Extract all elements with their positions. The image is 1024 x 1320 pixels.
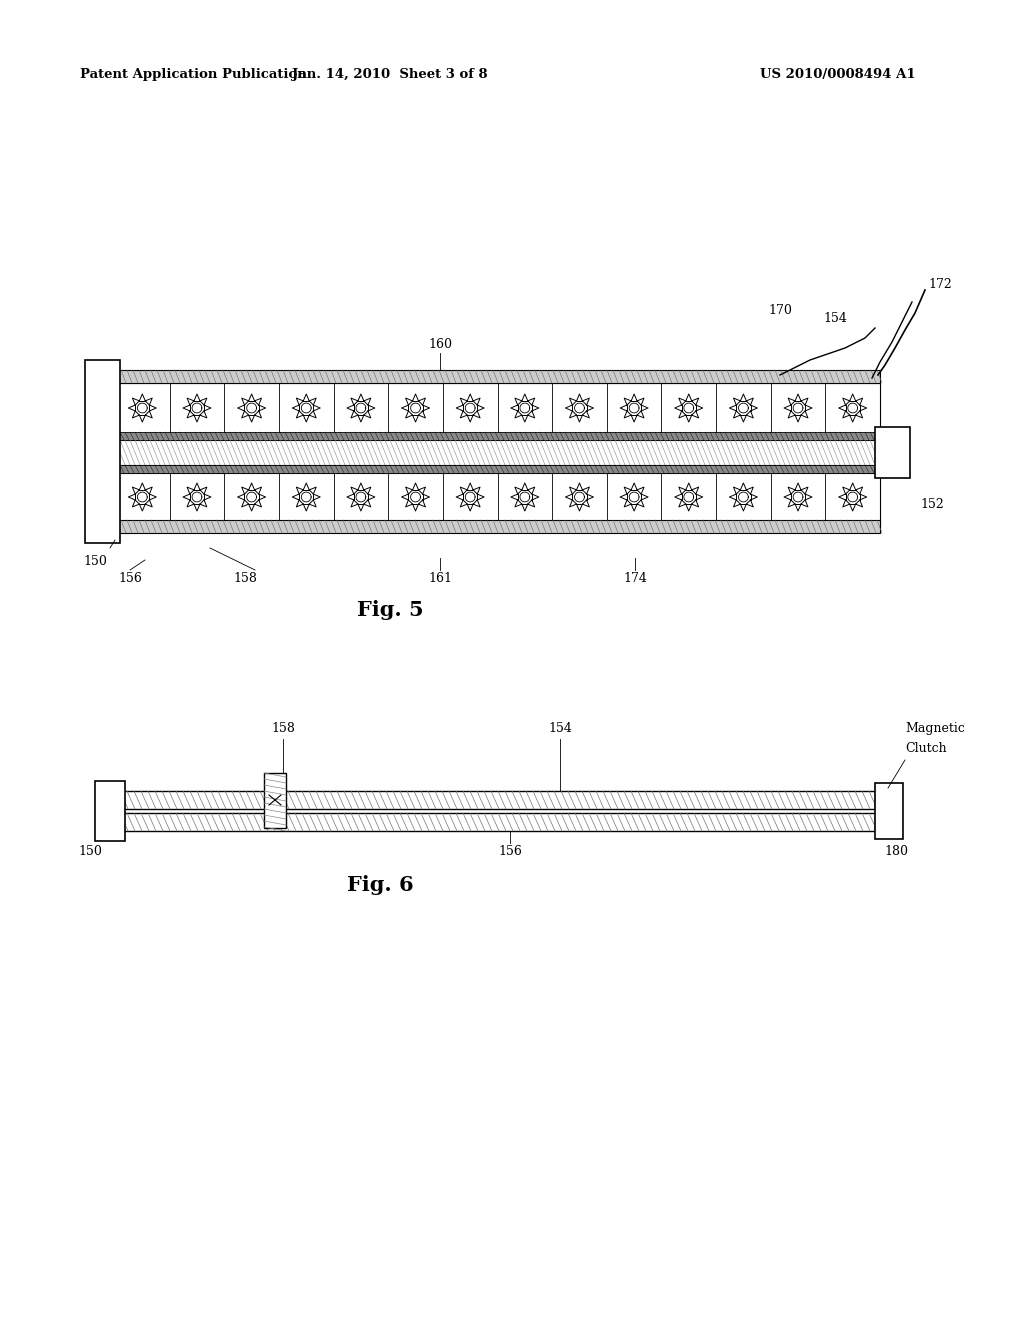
Text: 152: 152	[920, 499, 944, 511]
Bar	[115, 383, 880, 438]
Text: Clutch: Clutch	[905, 742, 946, 755]
Text: 150: 150	[78, 845, 102, 858]
Text: Fig. 6: Fig. 6	[347, 875, 414, 895]
Bar	[115, 370, 880, 383]
Bar	[115, 520, 880, 533]
Text: 172: 172	[928, 279, 951, 292]
Bar	[95, 781, 125, 841]
Text: Jan. 14, 2010  Sheet 3 of 8: Jan. 14, 2010 Sheet 3 of 8	[292, 69, 487, 81]
Bar	[115, 432, 880, 440]
Text: 174: 174	[623, 572, 647, 585]
Text: 156: 156	[118, 572, 142, 585]
Bar	[264, 774, 286, 828]
Text: 161: 161	[428, 572, 452, 585]
Text: 150: 150	[83, 554, 106, 568]
Text: US 2010/0008494 A1: US 2010/0008494 A1	[760, 69, 915, 81]
Bar	[85, 360, 120, 543]
Text: 158: 158	[271, 722, 295, 735]
Bar	[115, 465, 880, 473]
Text: Fig. 5: Fig. 5	[356, 601, 423, 620]
Text: 156: 156	[498, 845, 522, 858]
Bar	[874, 783, 903, 840]
Bar	[120, 791, 874, 809]
Text: 180: 180	[884, 845, 908, 858]
Bar	[115, 440, 880, 465]
Bar	[874, 426, 910, 478]
Bar	[120, 813, 874, 832]
Text: 154: 154	[823, 312, 847, 325]
Text: Patent Application Publication: Patent Application Publication	[80, 69, 307, 81]
Text: 158: 158	[233, 572, 257, 585]
Text: 170: 170	[768, 304, 792, 317]
Text: 160: 160	[428, 338, 452, 351]
Text: 154: 154	[548, 722, 572, 735]
Bar	[115, 473, 880, 527]
Text: Magnetic: Magnetic	[905, 722, 965, 735]
